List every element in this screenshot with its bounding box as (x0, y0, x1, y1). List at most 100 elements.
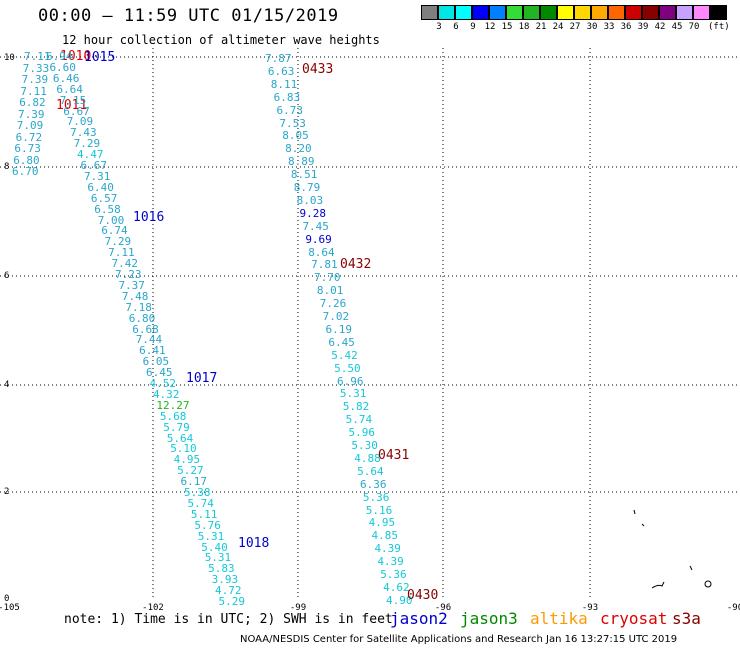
wave-height-value: 5.76 (194, 518, 221, 532)
wave-height-value: 5.31 (339, 387, 367, 401)
wave-height-value: 4.88 (354, 451, 381, 465)
legend-label: 36 (620, 22, 632, 32)
pass-time-label: 0430 (407, 588, 439, 603)
pass-time-label: 0433 (302, 62, 334, 77)
y-tick-label: 4 (4, 380, 10, 390)
legend-swatch (574, 5, 591, 20)
wave-height-value: 12.27 (156, 398, 190, 412)
wave-height-value: 7.42 (111, 257, 139, 271)
legend-label: 30 (586, 22, 598, 32)
legend-swatch (659, 5, 676, 20)
pass-time-label: 0432 (340, 257, 372, 272)
legend-swatch (506, 5, 523, 20)
x-tick-label: -105 (0, 603, 20, 613)
wave-height-value: 6.67 (63, 104, 90, 118)
satellite-name: jason2 (390, 609, 448, 628)
x-tick-label: -90 (726, 603, 740, 613)
wave-height-value: 6.45 (328, 335, 355, 349)
wave-height-value: 6.82 (19, 96, 46, 109)
legend-swatch (557, 5, 574, 20)
wave-height-value: 5.64 (357, 464, 384, 478)
wave-height-value: 8.05 (282, 129, 309, 143)
wave-height-value: 7.39 (18, 107, 45, 121)
wave-height-value: 6.70 (12, 165, 39, 178)
legend-label: 15 (501, 22, 513, 32)
wave-height-value: 5.38 (184, 486, 211, 499)
legend-swatch (642, 5, 659, 20)
x-tick-label: -99 (289, 603, 307, 613)
wave-height-value: 6.73 (276, 103, 304, 117)
wave-height-value: 4.62 (383, 580, 410, 594)
wave-height-value: 7.81 (311, 258, 338, 272)
wave-height-value: 4.32 (152, 387, 180, 401)
wave-height-value: 9.28 (299, 206, 327, 220)
wave-height-value: 6.64 (56, 82, 83, 96)
wave-height-value: 6.74 (101, 224, 128, 238)
wave-height-value: 6.96 (337, 374, 364, 388)
wave-height-value: 6.58 (94, 202, 121, 216)
legend-label: 33 (603, 22, 615, 32)
legend-label: 39 (637, 22, 649, 32)
satellite-name: s3a (672, 609, 701, 628)
wave-height-value: 5.27 (177, 464, 204, 478)
coastline-features (633, 509, 712, 589)
wave-height-value: 8.01 (316, 284, 344, 298)
wave-height-value: 7.39 (21, 73, 49, 86)
legend-swatch (489, 5, 506, 20)
wave-height-value: 5.82 (342, 400, 370, 414)
wave-height-value: 4.47 (77, 148, 104, 162)
legend-swatch (710, 5, 727, 20)
wave-height-value: 6.45 (146, 366, 173, 380)
wave-height-value: 5.29 (218, 595, 246, 608)
wave-height-value: 5.36 (362, 490, 390, 504)
wave-height-value: 7.87 (265, 52, 292, 65)
wave-height-value: 4.85 (371, 529, 399, 543)
wave-height-value: 7.00 (97, 213, 125, 227)
wave-height-value: 5.74 (187, 496, 214, 510)
y-tick-label: 8 (4, 162, 10, 172)
wave-height-value: 6.17 (180, 475, 208, 489)
legend-label: 18 (518, 22, 530, 32)
wave-height-value: 7.43 (70, 126, 97, 140)
wave-height-value: 6.73 (14, 142, 41, 155)
wave-height-value: 7.33 (22, 61, 50, 75)
wave-height-value: 7.09 (16, 119, 44, 132)
wave-height-value: 7.45 (302, 219, 329, 233)
wave-height-value: 7.44 (135, 333, 163, 347)
y-tick-label: 10 (4, 53, 15, 63)
wave-height-value: 5.16 (365, 503, 393, 517)
y-tick-label: 2 (4, 487, 10, 497)
legend-swatch (676, 5, 693, 20)
wave-height-value: 6.19 (325, 322, 352, 336)
wave-height-value: 5.50 (334, 361, 361, 375)
wave-height-value: 7.37 (118, 278, 145, 292)
wave-height-value: 6.57 (90, 191, 118, 205)
legend-swatch (421, 5, 438, 20)
y-tick-label: 6 (4, 271, 10, 281)
wave-height-value: 5.11 (190, 507, 218, 521)
wave-height-value: 5.68 (159, 409, 187, 423)
wave-height-value: 5.64 (166, 431, 194, 445)
legend-label: 6 (453, 22, 459, 32)
wave-height-value: 5.31 (204, 551, 232, 565)
legend-label: 9 (470, 22, 476, 32)
legend-label: 24 (552, 22, 564, 32)
page-subtitle: 12 hour collection of altimeter wave hei… (62, 33, 380, 47)
legend-swatch (540, 5, 557, 20)
wave-height-value: 5.83 (208, 562, 235, 576)
wave-height-value: 7.11 (24, 50, 51, 63)
wave-height-value: 6.41 (139, 344, 166, 358)
pass-time-label: 1015 (84, 50, 116, 65)
legend-label: 27 (569, 22, 581, 32)
wave-height-value: 6.60 (49, 60, 76, 74)
x-tick-label: -93 (581, 603, 599, 613)
wave-height-value: 5.31 (197, 529, 225, 543)
pass-time-label: 1017 (186, 371, 218, 386)
y-tick-label: 0 (4, 594, 10, 604)
wave-height-value: 3.93 (211, 573, 239, 587)
wave-height-value: 8.11 (270, 77, 298, 91)
credit-line: NOAA/NESDIS Center for Satellite Applica… (240, 634, 678, 645)
satellite-name: cryosat (600, 609, 668, 628)
pass-time-label: 0431 (378, 448, 410, 463)
wave-height-value: 6.36 (360, 477, 387, 491)
